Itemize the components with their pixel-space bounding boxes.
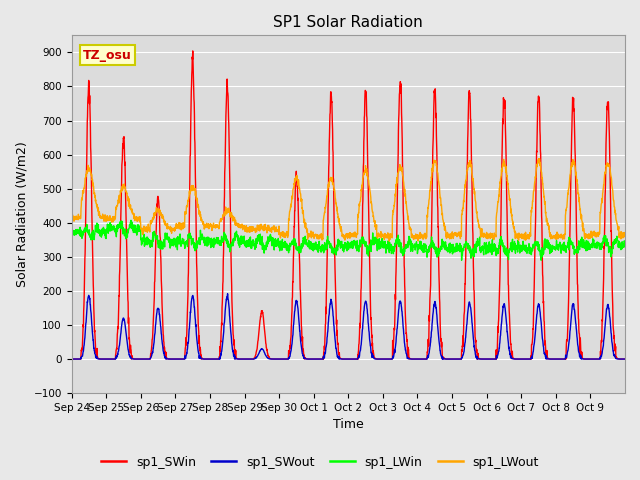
sp1_LWin xyxy=(68,229,76,235)
sp1_SWout xyxy=(224,291,232,297)
sp1_LWin xyxy=(621,243,629,249)
sp1_SWout xyxy=(382,356,390,362)
sp1_LWin xyxy=(515,245,523,251)
sp1_SWout xyxy=(68,356,76,362)
Text: TZ_osu: TZ_osu xyxy=(83,48,131,61)
sp1_SWin xyxy=(189,48,196,54)
sp1_LWin xyxy=(127,217,135,223)
sp1_SWin xyxy=(382,356,390,362)
sp1_SWin xyxy=(68,356,76,362)
sp1_LWout xyxy=(515,230,523,236)
sp1_SWin xyxy=(123,257,131,263)
sp1_LWout xyxy=(68,215,76,221)
sp1_LWout xyxy=(381,233,389,239)
sp1_LWin xyxy=(123,232,131,238)
sp1_SWin xyxy=(614,356,621,361)
sp1_SWout xyxy=(621,356,629,362)
sp1_SWout xyxy=(243,356,250,362)
sp1_LWout xyxy=(535,156,543,162)
Line: sp1_LWout: sp1_LWout xyxy=(72,159,625,241)
Line: sp1_SWout: sp1_SWout xyxy=(72,294,625,359)
X-axis label: Time: Time xyxy=(333,419,364,432)
sp1_SWout xyxy=(515,356,523,362)
sp1_LWin xyxy=(458,257,465,263)
sp1_SWin xyxy=(621,356,629,362)
Y-axis label: Solar Radiation (W/m2): Solar Radiation (W/m2) xyxy=(15,141,28,287)
Legend: sp1_SWin, sp1_SWout, sp1_LWin, sp1_LWout: sp1_SWin, sp1_SWout, sp1_LWin, sp1_LWout xyxy=(96,451,544,474)
sp1_SWout xyxy=(614,356,621,362)
sp1_SWout xyxy=(547,356,554,362)
sp1_LWout xyxy=(614,223,621,228)
sp1_LWin xyxy=(382,244,390,250)
sp1_LWin xyxy=(243,244,250,250)
Title: SP1 Solar Radiation: SP1 Solar Radiation xyxy=(273,15,423,30)
sp1_SWin xyxy=(243,356,250,362)
sp1_LWin xyxy=(614,237,621,243)
sp1_SWout xyxy=(123,338,131,344)
sp1_LWout xyxy=(621,230,629,236)
sp1_LWout xyxy=(547,234,554,240)
sp1_SWin xyxy=(515,356,523,362)
sp1_LWout xyxy=(243,223,250,228)
sp1_LWout xyxy=(123,190,131,196)
sp1_LWout xyxy=(385,239,393,244)
Line: sp1_LWin: sp1_LWin xyxy=(72,220,625,260)
Line: sp1_SWin: sp1_SWin xyxy=(72,51,625,359)
sp1_LWin xyxy=(547,246,554,252)
sp1_SWin xyxy=(547,356,554,362)
